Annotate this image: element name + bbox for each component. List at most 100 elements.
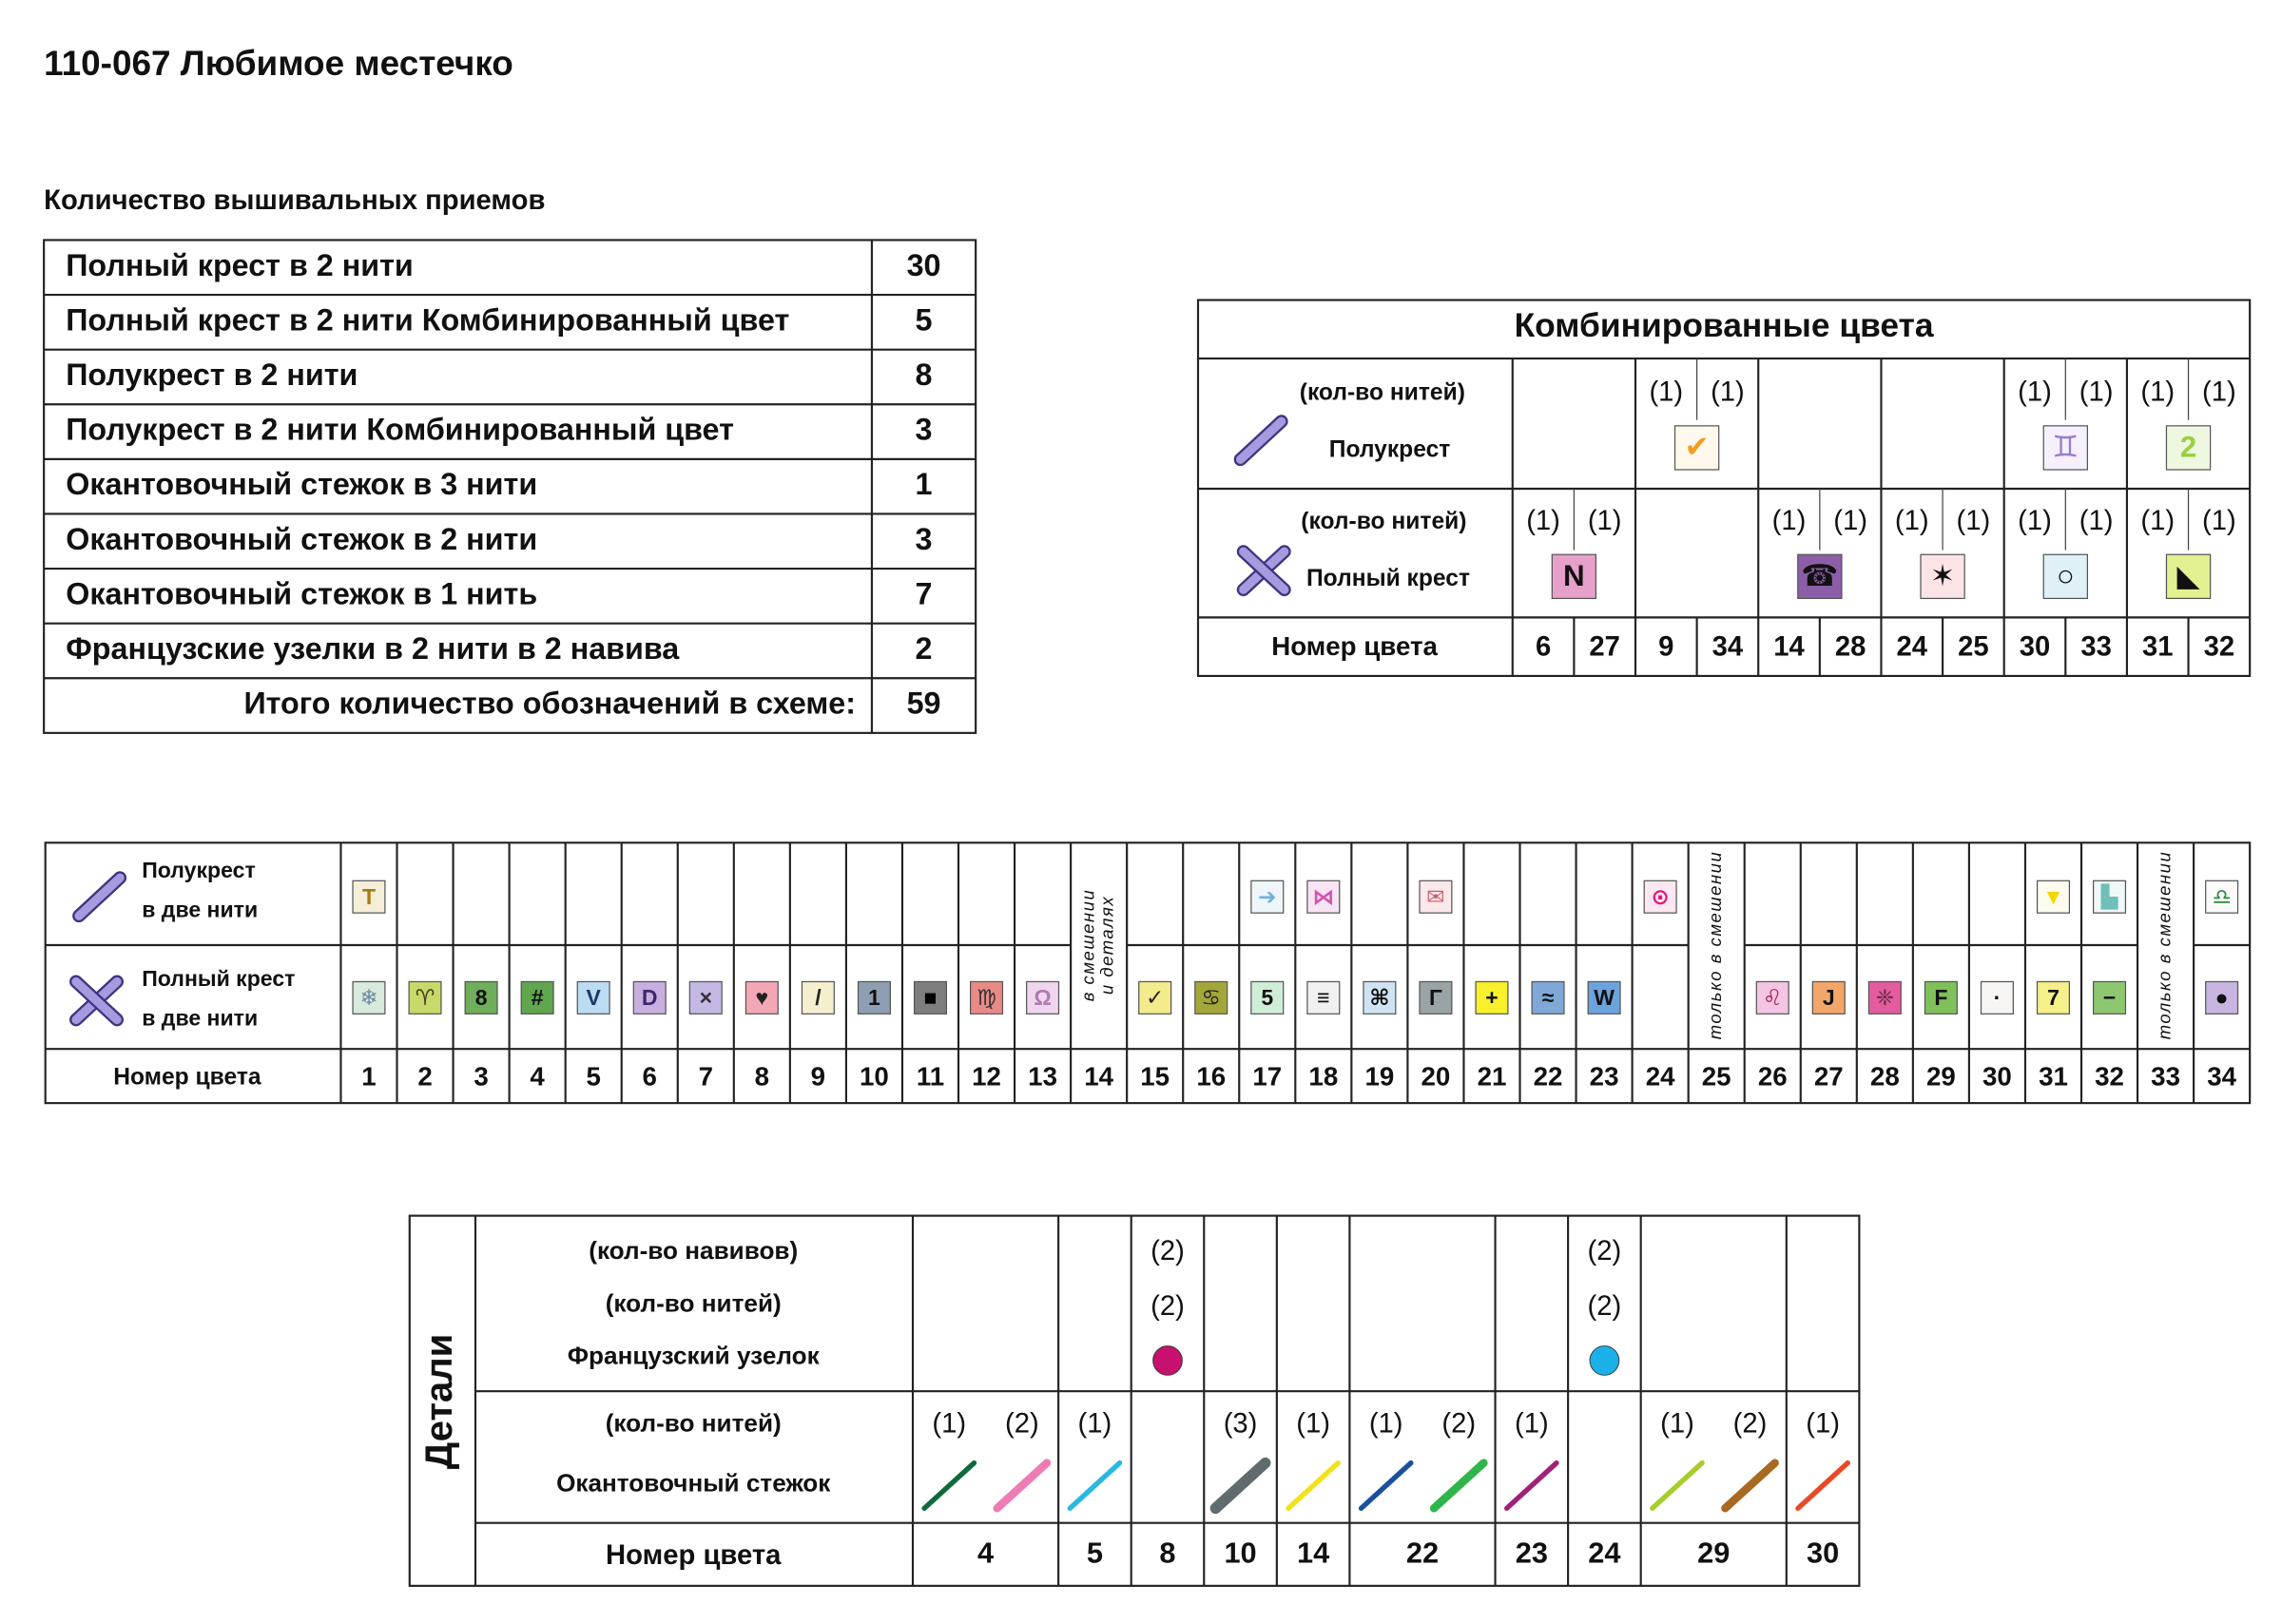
- color-number: 10: [1224, 1537, 1256, 1570]
- row-label: в две нити: [142, 898, 258, 922]
- row-label: (кол-во нитей): [1301, 509, 1466, 534]
- backstitch: [1067, 1460, 1123, 1511]
- symbol-box: [2165, 425, 2212, 471]
- color-number: 24: [1646, 1061, 1675, 1091]
- color-number: 25: [1702, 1061, 1731, 1091]
- backstitch: [921, 1460, 977, 1511]
- color-number: 12: [972, 1061, 1001, 1091]
- symbol-box: [1551, 553, 1597, 600]
- thread-count: (2): [1441, 1408, 1476, 1439]
- color-number: 19: [1364, 1061, 1394, 1091]
- symbol: 5: [1261, 985, 1273, 1010]
- total-value: 59: [907, 686, 941, 721]
- thread-count: (1): [1806, 1408, 1840, 1439]
- table-border: [408, 1214, 1861, 1587]
- color-number: 25: [1958, 631, 1989, 662]
- symbol-box: [1587, 980, 1621, 1015]
- symbol-box: [2042, 553, 2088, 600]
- symbol: N: [1563, 559, 1585, 592]
- count-label: Окантовочный стежок в 3 нити: [66, 467, 537, 501]
- symbol-box: [352, 980, 386, 1015]
- symbol-box: [464, 980, 498, 1015]
- thread-count: (1): [1957, 506, 1991, 536]
- row-label: (кол-во нитей): [606, 1409, 782, 1438]
- symbol: ⊙: [1651, 884, 1669, 909]
- symbol-box: [969, 980, 1004, 1015]
- symbol: /: [815, 985, 822, 1010]
- color-number: 23: [1516, 1537, 1548, 1570]
- thread-count: (2): [1005, 1408, 1039, 1439]
- color-number: 2: [417, 1061, 432, 1091]
- row-label: Полный крест: [142, 966, 295, 991]
- symbol: F: [1934, 985, 1947, 1010]
- color-number: 8: [1159, 1537, 1175, 1570]
- color-number: 11: [917, 1061, 944, 1091]
- full-cross-icon: [1239, 547, 1289, 594]
- symbol-box: [1867, 980, 1902, 1015]
- symbol-box: [688, 980, 723, 1015]
- symbol: ⌘: [1369, 985, 1389, 1010]
- row-label: в две нити: [142, 1006, 258, 1031]
- row-label: Номер цвета: [1271, 631, 1438, 661]
- color-number: 14: [1773, 631, 1805, 662]
- symbol: ✔: [1684, 431, 1709, 464]
- thread-count: (1): [932, 1408, 966, 1439]
- symbol-box: [1755, 980, 1789, 1015]
- color-number: 8: [755, 1061, 769, 1091]
- symbol-box: [1419, 880, 1453, 914]
- backstitch: [1650, 1460, 1705, 1511]
- color-number: 31: [2039, 1061, 2068, 1091]
- symbol-box: [913, 980, 948, 1015]
- symbol-box: [1138, 980, 1172, 1015]
- symbol-box: [1643, 880, 1677, 914]
- symbol-box: [1920, 553, 1965, 600]
- color-number: 20: [1421, 1061, 1451, 1091]
- symbol: ×: [700, 985, 712, 1010]
- backstitch: [1286, 1460, 1341, 1511]
- color-number: 28: [1835, 631, 1866, 662]
- symbol-box: [352, 880, 386, 914]
- color-number: 7: [699, 1061, 713, 1091]
- symbol: ▙: [2100, 883, 2118, 910]
- symbol: ♊: [2052, 431, 2079, 464]
- color-number: 30: [1807, 1537, 1839, 1570]
- symbol-box: [2036, 880, 2071, 914]
- color-number: 24: [1588, 1537, 1620, 1570]
- symbol-box: [1250, 880, 1285, 914]
- count-value: 7: [916, 576, 933, 610]
- row-label: Полукрест: [142, 858, 256, 882]
- symbol: T: [362, 884, 376, 909]
- french-knot: [1152, 1345, 1183, 1376]
- row-label: Окантовочный стежок: [556, 1469, 831, 1498]
- count-value: 8: [916, 358, 933, 392]
- symbol-box: [2205, 980, 2239, 1015]
- count-label: Полный крест в 2 нити Комбинированный цв…: [66, 302, 789, 337]
- color-number: 5: [1087, 1537, 1103, 1570]
- color-number: 9: [811, 1061, 825, 1091]
- symbol: ♍: [977, 985, 996, 1010]
- count-value: 3: [916, 522, 933, 556]
- symbol-box: [1419, 980, 1453, 1015]
- section-heading: Количество вышивальных приемов: [44, 185, 545, 216]
- count-value: 1: [916, 467, 933, 501]
- thread-count: (1): [2079, 377, 2114, 408]
- count-label: Полукрест в 2 нити Комбинированный цвет: [66, 413, 734, 447]
- note: только в смешении: [1705, 851, 1725, 1040]
- symbol: ≈: [1542, 985, 1555, 1010]
- symbol-box: [1363, 980, 1397, 1015]
- symbol-box: [408, 980, 442, 1015]
- color-number: 1: [361, 1061, 376, 1091]
- symbol: ♎: [2212, 884, 2232, 909]
- backstitch: [1429, 1459, 1488, 1513]
- symbol: −: [2103, 985, 2116, 1010]
- color-number: 24: [1897, 631, 1928, 662]
- color-number: 29: [1697, 1537, 1730, 1570]
- thread-count: (1): [1078, 1408, 1112, 1439]
- thread-count: (1): [1515, 1408, 1549, 1439]
- color-number: 32: [2204, 631, 2235, 662]
- symbol: ❄: [359, 985, 377, 1010]
- table-border: [43, 239, 977, 734]
- symbol: ♋: [1201, 985, 1221, 1010]
- row-label: Французский узелок: [568, 1342, 821, 1370]
- color-number: 4: [977, 1537, 994, 1570]
